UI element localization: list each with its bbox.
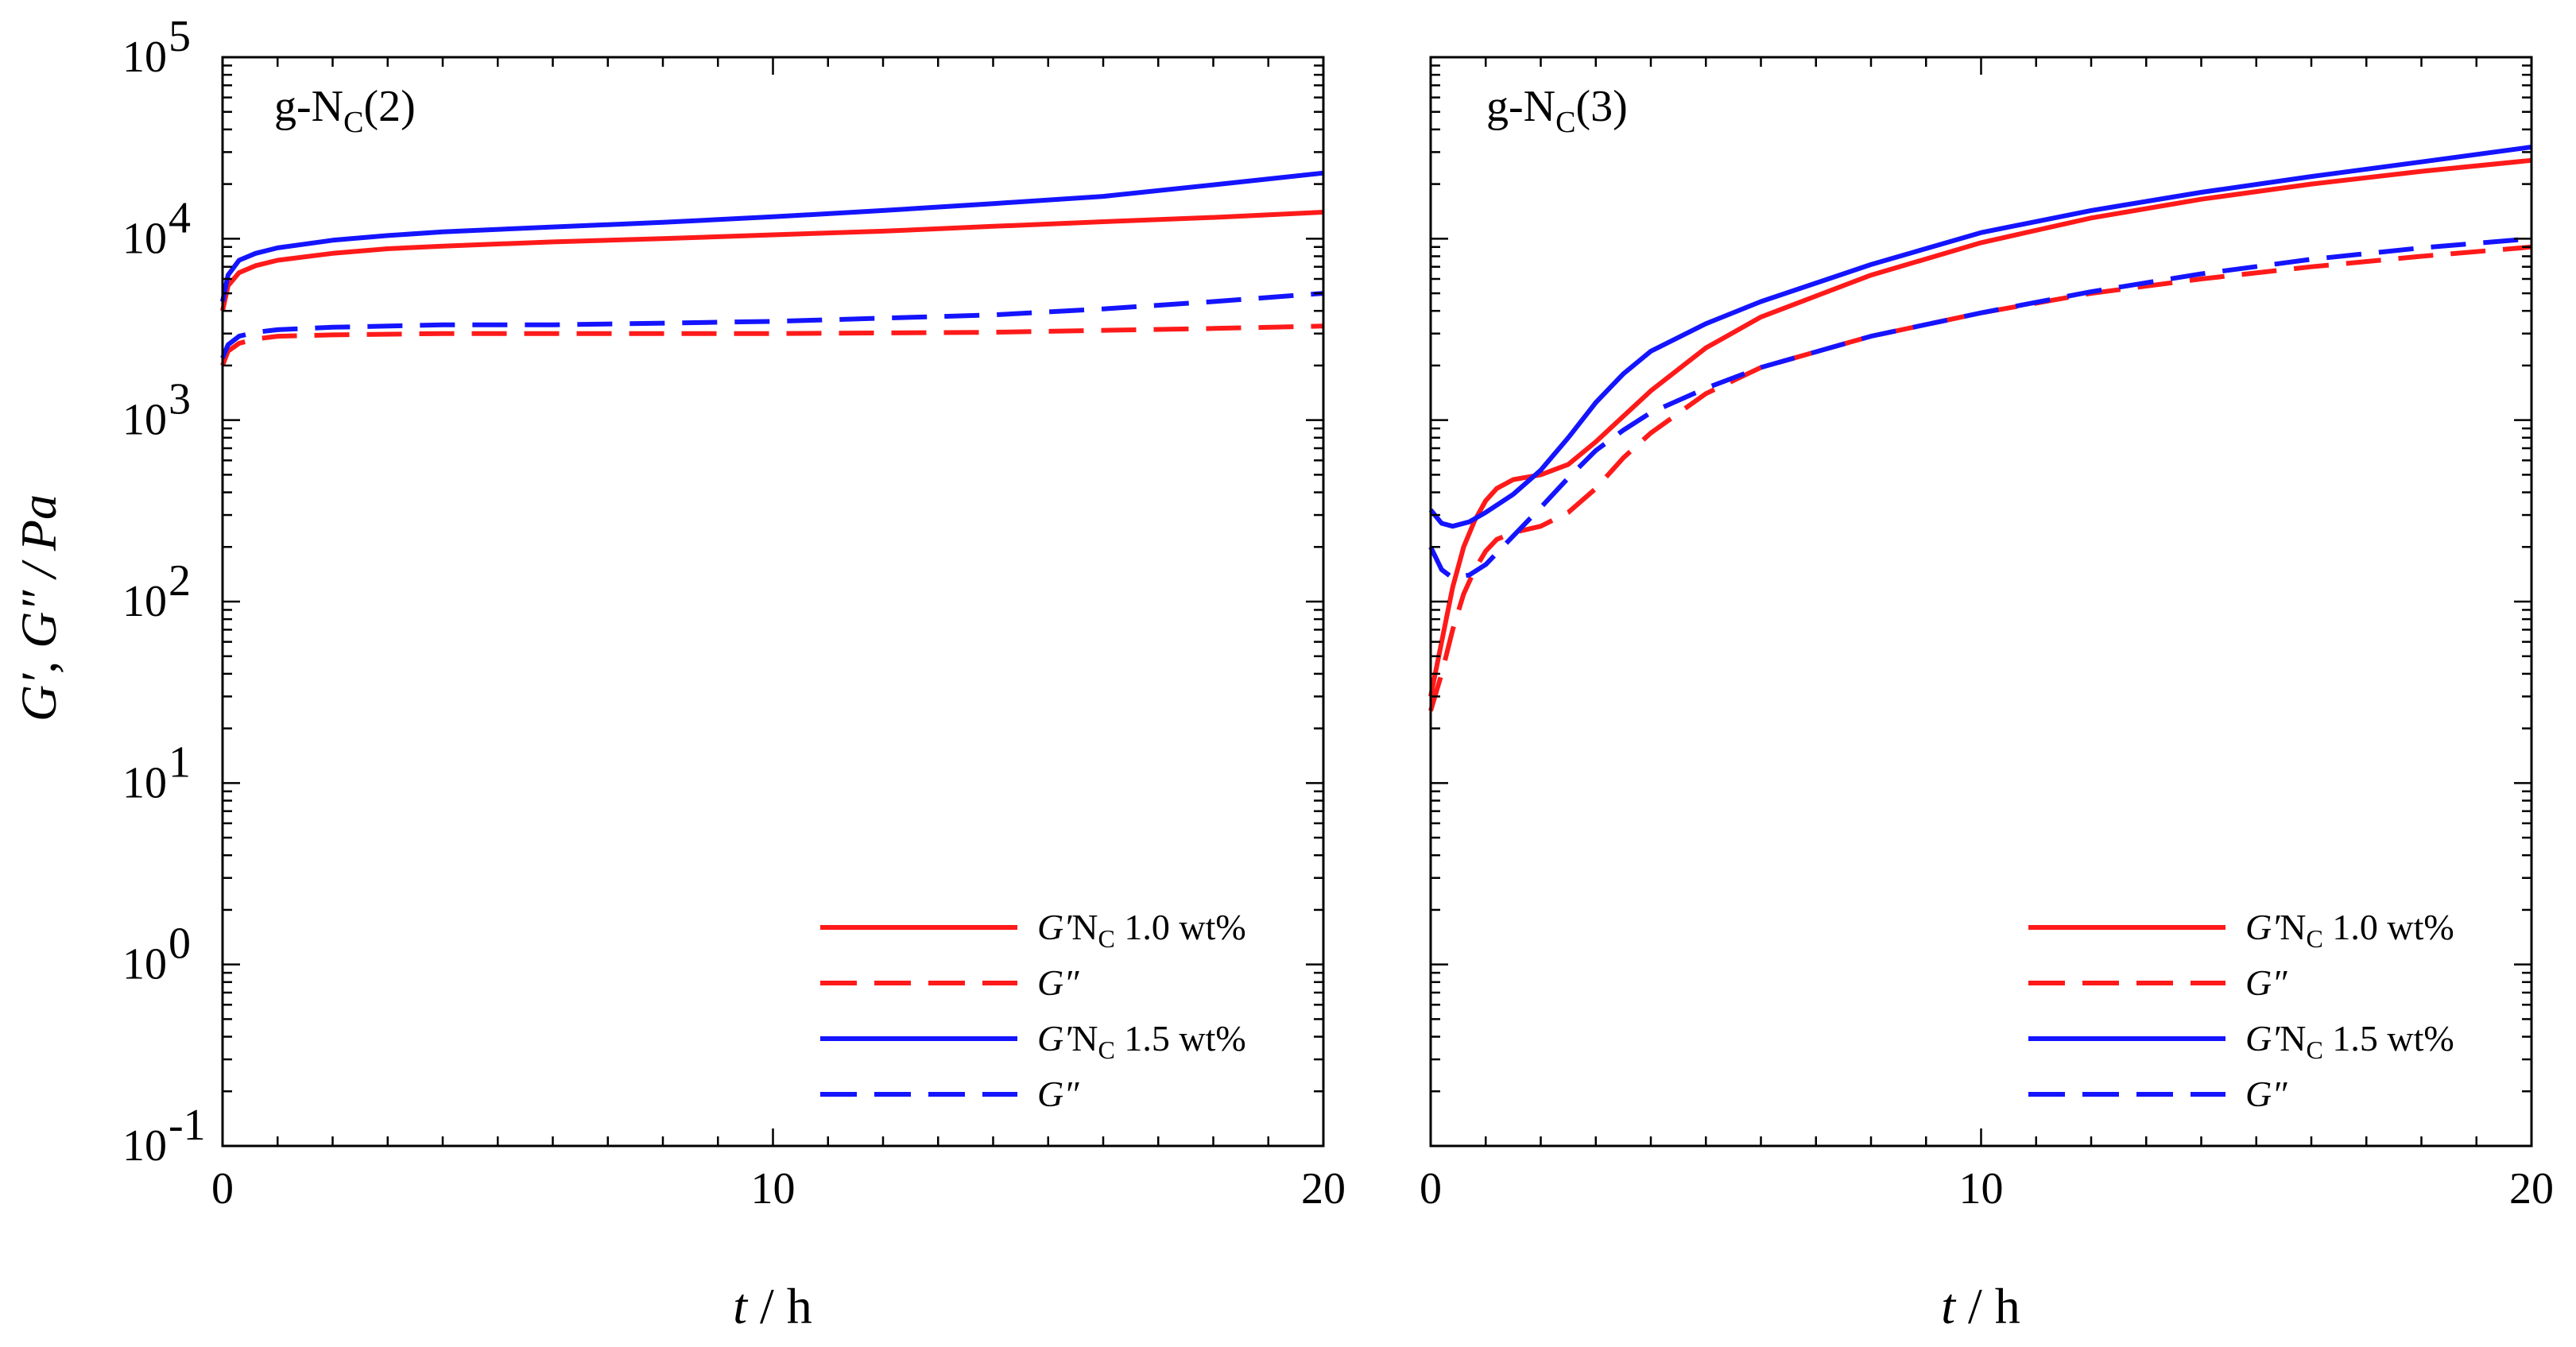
series-group-right — [1428, 145, 2532, 712]
legend-label: G″ — [1037, 962, 1079, 1003]
y-tick-label: 10 — [122, 758, 167, 807]
y-tick-label-exponent: 0 — [169, 919, 191, 969]
series-line-0-2 — [220, 170, 1324, 303]
y-tick-label: 10 — [122, 577, 167, 626]
y-tick-label-exponent: -1 — [169, 1101, 206, 1150]
y-tick-label: 10 — [122, 396, 167, 445]
x-tick-labels-right: 0 10 20 — [1420, 1164, 2554, 1213]
panel-right: 0 10 20 g-NC(3) G′NC 1.0 wt% G″ G′NC 1.5 wt%… — [1420, 56, 2554, 1334]
legend-label: G′NC 1.0 wt% — [1037, 907, 1246, 953]
x-tick-label: 0 — [211, 1164, 234, 1213]
y-axis-title: G′, G″ / Pa — [10, 494, 67, 722]
series-line-1-3 — [1428, 236, 2532, 581]
legend-label: G′NC 1.0 wt% — [2245, 907, 2454, 953]
series-line-0-3 — [220, 291, 1324, 359]
y-tick-label: 10 — [122, 214, 167, 263]
legend-label: G″ — [2245, 1074, 2287, 1114]
legend-label: G′NC 1.5 wt% — [1037, 1018, 1246, 1064]
x-tick-label: 20 — [2509, 1164, 2554, 1213]
y-tick-label: 10 — [122, 33, 167, 82]
panel-label-right: g-NC(3) — [1486, 82, 1628, 139]
y-tick-label: 10 — [122, 940, 167, 989]
series-group-left — [220, 170, 1324, 366]
panel-label-left: g-NC(2) — [274, 82, 416, 139]
legend-right: G′NC 1.0 wt% G″ G′NC 1.5 wt% G″ — [2028, 907, 2454, 1114]
x-tick-labels-left: 0 10 20 — [211, 1164, 1346, 1213]
ticks-right — [1429, 56, 2533, 1148]
series-line-1-0 — [1428, 157, 2532, 697]
x-axis-title-right: t / h — [1941, 1278, 2020, 1334]
legend-label: G′NC 1.5 wt% — [2245, 1018, 2454, 1064]
ticks-left — [221, 56, 1325, 1148]
series-line-1-1 — [1428, 244, 2532, 712]
y-tick-label: 10 — [122, 1121, 167, 1171]
legend-left: G′NC 1.0 wt% G″ G′NC 1.5 wt% G″ — [820, 907, 1246, 1114]
y-tick-label-exponent: 3 — [169, 375, 191, 424]
x-tick-label: 20 — [1301, 1164, 1346, 1213]
y-tick-label-exponent: 4 — [169, 193, 191, 242]
plot-frame-right — [1429, 56, 2533, 1148]
series-line-0-1 — [220, 323, 1324, 366]
y-tick-label-exponent: 1 — [169, 737, 191, 787]
x-tick-label: 0 — [1420, 1164, 1442, 1213]
series-line-1-2 — [1428, 145, 2532, 529]
y-tick-label-exponent: 5 — [169, 12, 191, 61]
legend-label: G″ — [2245, 962, 2287, 1003]
x-tick-label: 10 — [1959, 1164, 2004, 1213]
x-axis-title-left: t / h — [733, 1278, 812, 1334]
x-tick-label: 10 — [751, 1164, 796, 1213]
y-tick-label-exponent: 2 — [169, 556, 191, 606]
legend-label: G″ — [1037, 1074, 1079, 1114]
series-line-0-0 — [220, 210, 1324, 312]
